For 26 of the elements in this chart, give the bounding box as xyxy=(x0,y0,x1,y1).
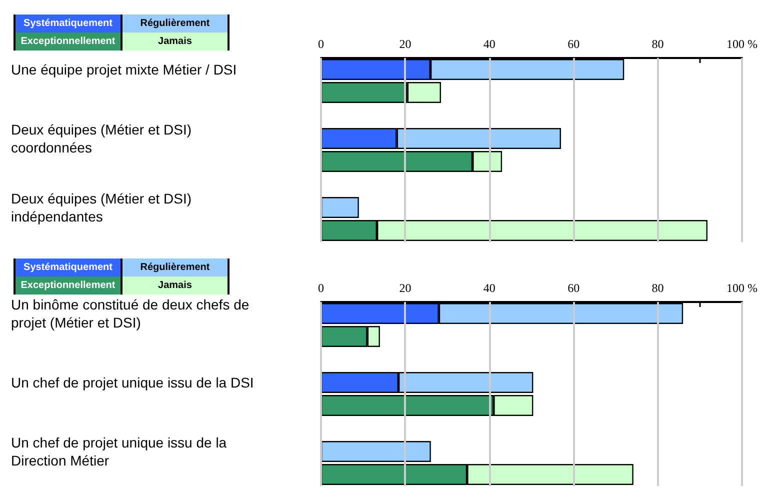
x-tick-label: 40 xyxy=(483,37,496,51)
x-tick-label: 60 xyxy=(568,37,580,51)
x-tick-label: 0 xyxy=(318,281,324,295)
y-tick-label: Un binôme constitué de deux chefs de projet (Métier et DSI) xyxy=(11,296,254,330)
legend-label: Exceptionnellement xyxy=(20,280,116,291)
x-tick-label: 80 xyxy=(652,281,664,295)
x-tick-label: 100 % xyxy=(726,281,758,295)
x-tick-label: 0 xyxy=(318,37,324,51)
x-tick-label: 80 xyxy=(652,37,664,51)
text: Jamais xyxy=(158,36,192,47)
text: Jamais xyxy=(158,280,192,291)
y-tick-label: Un chef de projet unique issu de la Direction Métier xyxy=(11,434,230,468)
x-tick-label: 60 xyxy=(568,281,580,295)
legend-label: Systématiquement xyxy=(24,18,114,29)
y-tick-label: Deux équipes (Métier et DSI) coordonnées xyxy=(11,122,196,156)
legend-label: Régulièrement xyxy=(140,262,210,273)
legend-label: Exceptionnellement xyxy=(20,36,116,47)
legend-label: Systématiquement xyxy=(24,262,114,273)
x-tick-label: 100 % xyxy=(726,37,758,51)
y-tick-label: Un chef de projet unique issu de la DSI xyxy=(11,374,254,390)
y-tick-label: Deux équipes (Métier et DSI) indépendantes xyxy=(11,190,196,224)
x-tick-label: 40 xyxy=(483,281,496,295)
x-tick-label: 20 xyxy=(399,37,412,51)
x-tick-label: 20 xyxy=(399,281,412,295)
y-tick-label: Une équipe projet mixte Métier / DSI xyxy=(11,62,237,78)
legend-label: Régulièrement xyxy=(140,18,210,29)
